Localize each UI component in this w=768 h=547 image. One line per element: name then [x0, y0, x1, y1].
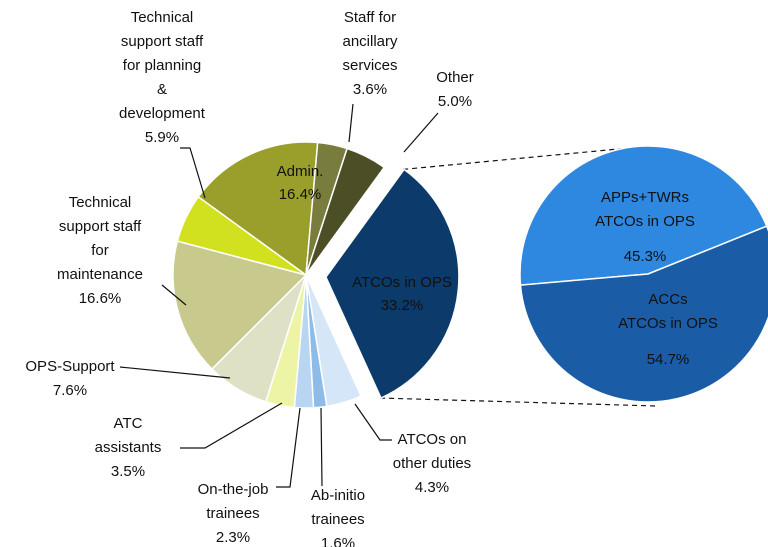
slice-label: Other [436, 69, 474, 86]
label-line: trainees [206, 505, 259, 522]
connector [380, 145, 657, 407]
value-label: 3.5% [111, 463, 145, 480]
leader-line [354, 403, 392, 441]
label-line: maintenance [57, 266, 143, 283]
label-line: assistants [95, 439, 162, 456]
pie-slice [305, 147, 386, 276]
leader-line [161, 284, 187, 306]
slice-label: Ab-initio trainees [311, 487, 365, 528]
label-line: development [119, 105, 206, 122]
label-line: ATCOs in OPS [595, 213, 695, 230]
leader-line [348, 103, 354, 143]
label-line: On-the-job [198, 481, 269, 498]
value-label: 54.7% [647, 351, 690, 368]
leader-line [403, 112, 439, 153]
slice-label: Admin. [277, 163, 324, 180]
label-line: for planning [123, 57, 201, 74]
label-line: Other [436, 69, 474, 86]
label-line: ATCOs in OPS [352, 274, 452, 291]
value-label: 16.4% [279, 186, 322, 203]
label-line: Technical [131, 9, 194, 26]
slice-label: APPs+TWRs ATCOs in OPS [595, 189, 695, 230]
value-label: 16.6% [79, 290, 122, 307]
label-line: Ab-initio [311, 487, 365, 504]
label-line: ancillary [342, 33, 398, 50]
label-line: ATCOs in OPS [618, 315, 718, 332]
leader-line [180, 147, 206, 199]
value-label: 45.3% [624, 248, 667, 265]
label-line: ATCOs on [398, 431, 467, 448]
slice-label: Technical support staff for maintenance [57, 194, 143, 283]
leader-line [180, 402, 283, 449]
leader-line [320, 407, 323, 487]
slice-label: OPS-Support [25, 358, 115, 375]
label-line: support staff [59, 218, 142, 235]
leader-line [276, 407, 301, 488]
pie-slice [172, 240, 308, 371]
value-label: 1.6% [321, 535, 355, 547]
slice-label: Technical support staff for planning & devel… [119, 9, 206, 122]
label-line: & [157, 81, 167, 98]
slice-label: ATCOs in OPS [352, 274, 452, 291]
slice-label: ACCs ATCOs in OPS [618, 291, 718, 332]
label-line: OPS-Support [25, 358, 115, 375]
label-line: support staff [121, 33, 204, 50]
value-label: 5.9% [145, 129, 179, 146]
value-label: 4.3% [415, 479, 449, 496]
value-label: 2.3% [216, 529, 250, 546]
label-line: services [342, 57, 397, 74]
value-label: 3.6% [353, 81, 387, 98]
label-line: ACCs [648, 291, 687, 308]
pie-slice [325, 168, 460, 400]
label-line: other duties [393, 455, 471, 472]
pie-slice [197, 141, 319, 277]
label-line: APPs+TWRs [601, 189, 689, 206]
label-line: Admin. [277, 163, 324, 180]
value-label: 33.2% [381, 297, 424, 314]
slice-label: On-the-job trainees [198, 481, 269, 522]
label-line: for [91, 242, 109, 259]
slice-label: Staff for ancillary services [342, 9, 398, 74]
slice-label: ATC assistants [95, 415, 162, 456]
slice-label: ATCOs on other duties [393, 431, 471, 472]
pie-slice [519, 225, 768, 403]
label-line: ATC [114, 415, 143, 432]
label-line: Staff for [344, 9, 396, 26]
label-line: trainees [311, 511, 364, 528]
label-line: Technical [69, 194, 132, 211]
leader-line [119, 366, 231, 379]
value-label: 7.6% [53, 382, 87, 399]
value-label: 5.0% [438, 93, 472, 110]
